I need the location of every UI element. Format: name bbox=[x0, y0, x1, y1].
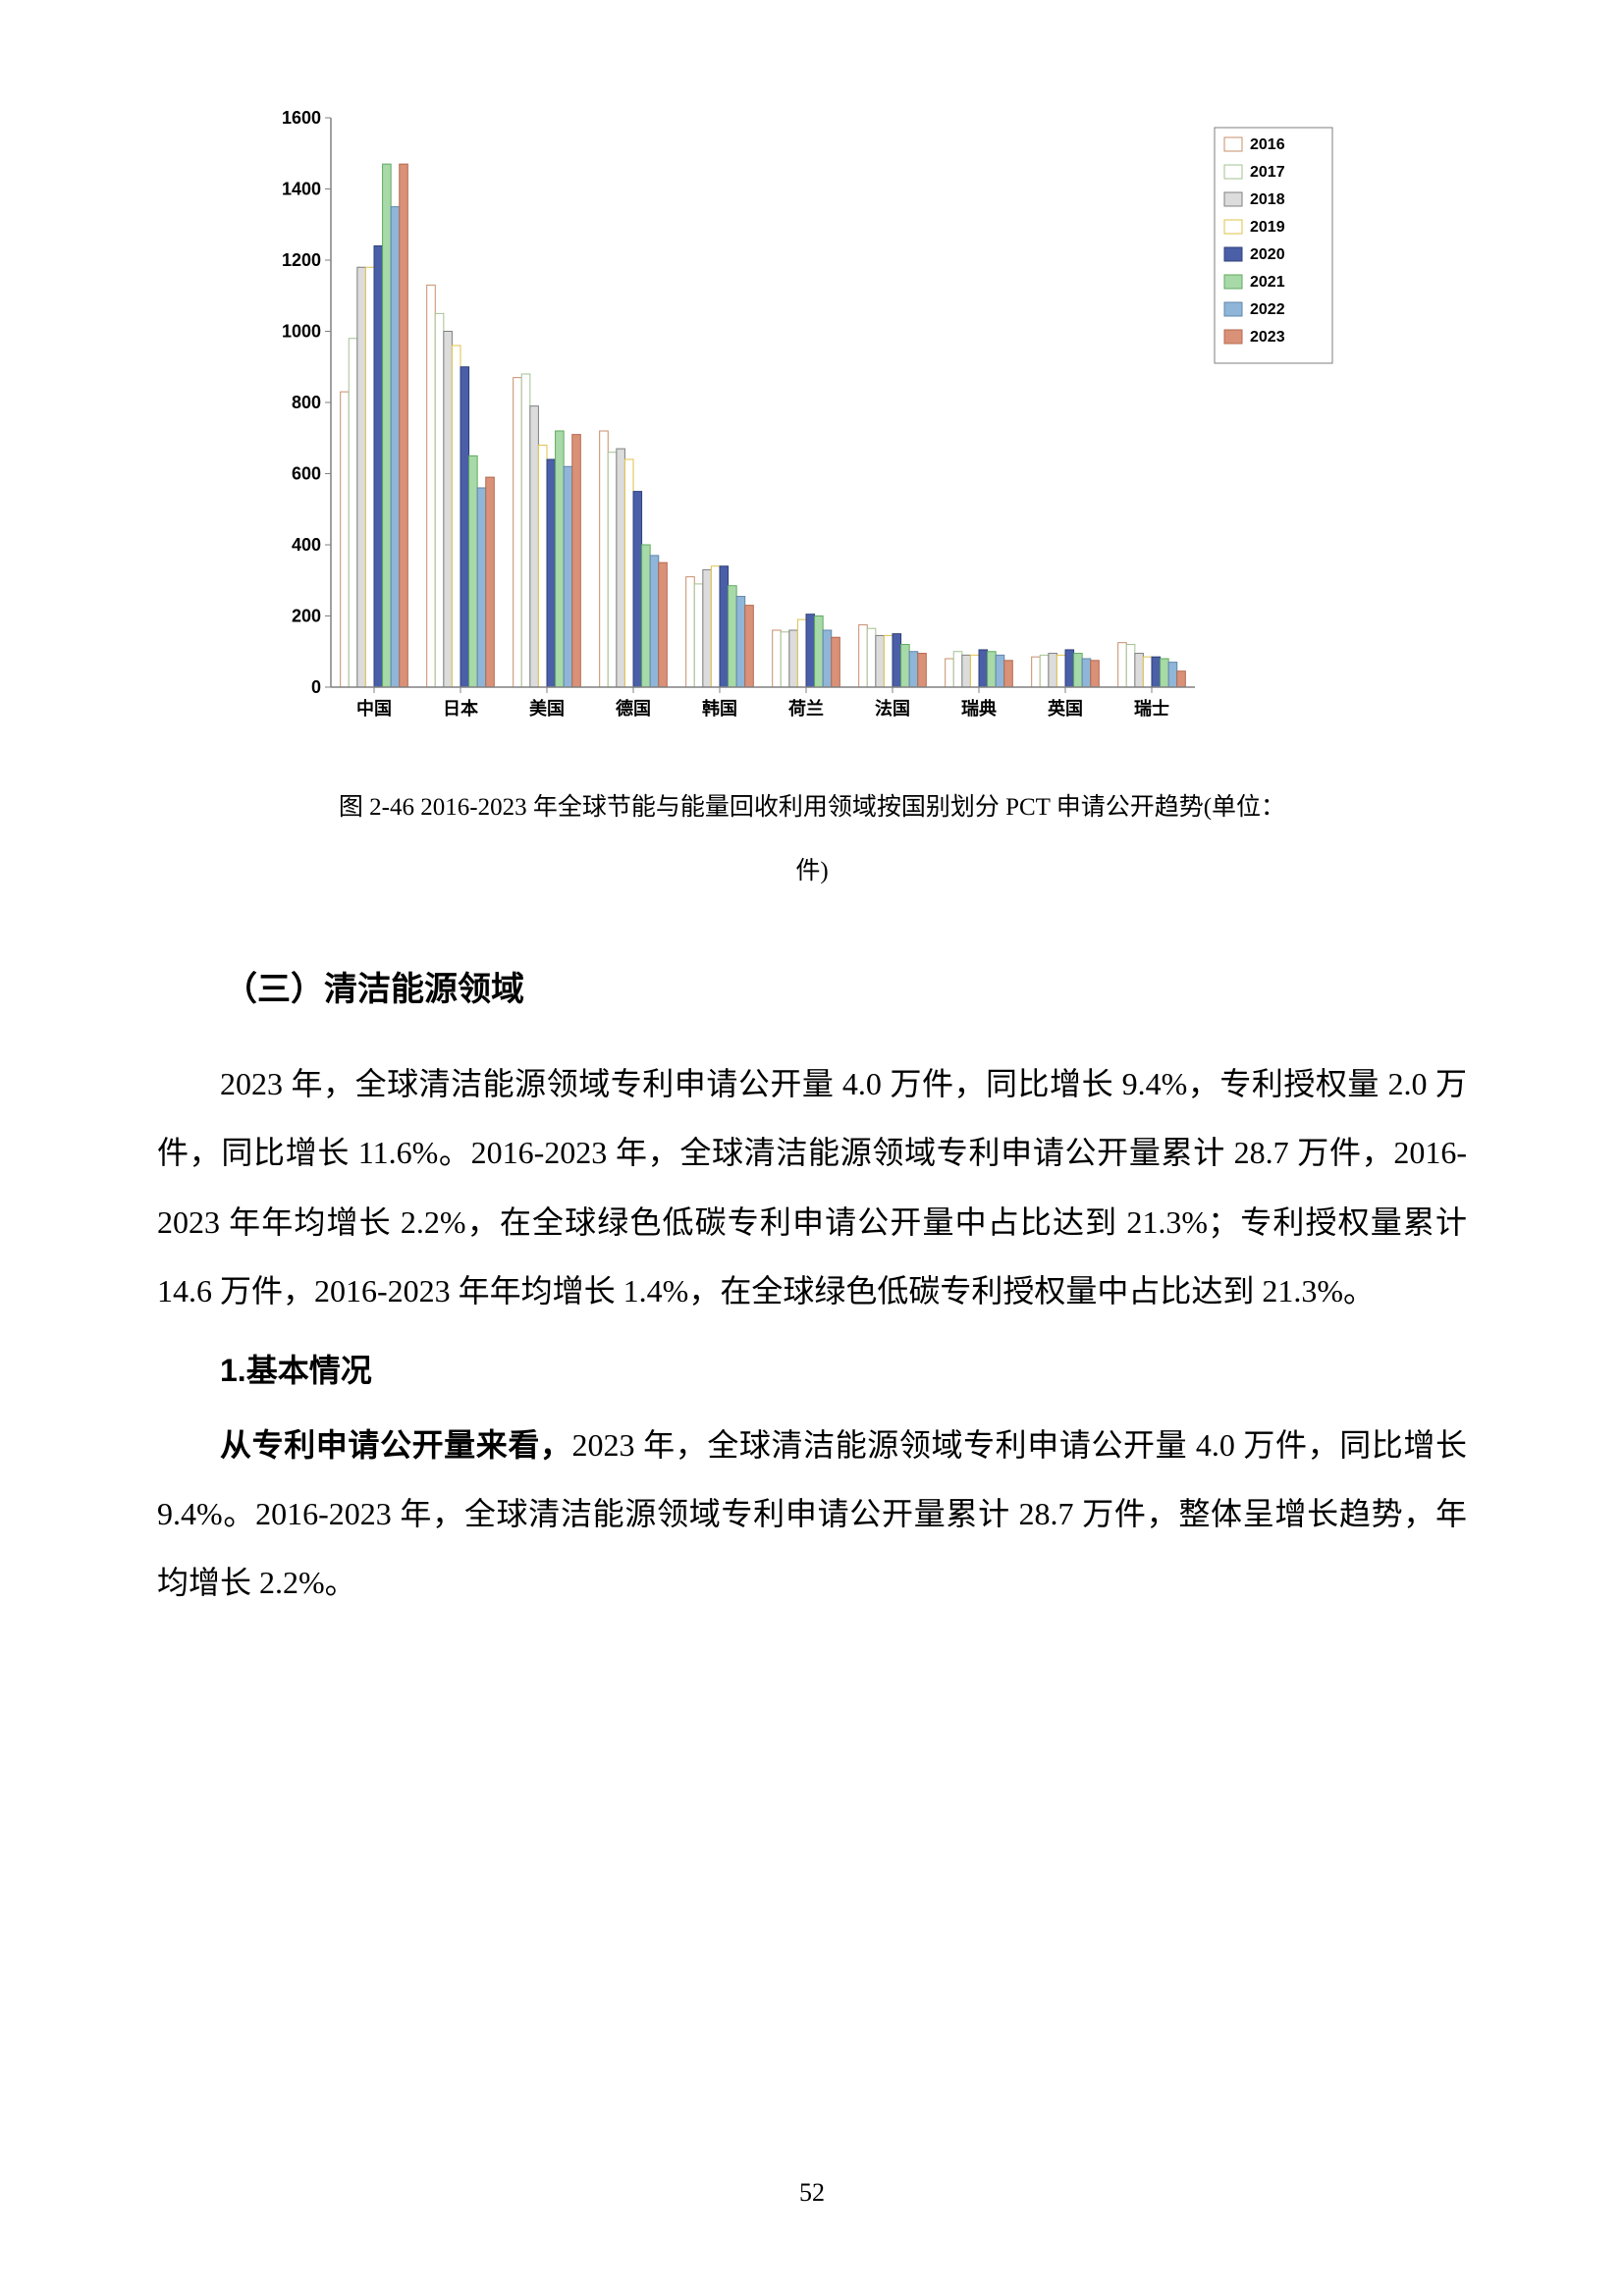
chart-svg: 0 200 400 600 800 1000 1200 1400 1600 中国 日本 美国 德国 韩国 荷… bbox=[262, 108, 1362, 736]
svg-text:荷兰: 荷兰 bbox=[788, 698, 824, 719]
svg-text:2023: 2023 bbox=[1250, 329, 1285, 346]
svg-text:2021: 2021 bbox=[1250, 274, 1285, 291]
svg-text:600: 600 bbox=[292, 464, 321, 484]
svg-text:中国: 中国 bbox=[356, 698, 392, 719]
svg-text:2018: 2018 bbox=[1250, 191, 1285, 208]
chart-caption: 图 2-46 2016-2023 年全球节能与能量回收利用领域按国别划分 PCT… bbox=[157, 775, 1467, 903]
svg-text:1000: 1000 bbox=[282, 322, 321, 342]
svg-text:2019: 2019 bbox=[1250, 219, 1285, 236]
svg-text:瑞士: 瑞士 bbox=[1134, 699, 1169, 719]
svg-text:2020: 2020 bbox=[1250, 246, 1285, 263]
paragraph-2-bold: 从专利申请公开量来看， bbox=[220, 1427, 572, 1463]
chart-caption-line1: 图 2-46 2016-2023 年全球节能与能量回收利用领域按国别划分 PCT… bbox=[339, 794, 1285, 821]
svg-text:德国: 德国 bbox=[616, 698, 651, 719]
page: 0 200 400 600 800 1000 1200 1400 1600 中国 日本 美国 德国 韩国 荷… bbox=[0, 0, 1624, 2296]
paragraph-2: 从专利申请公开量来看，2023 年，全球清洁能源领域专利申请公开量 4.0 万件… bbox=[157, 1411, 1467, 1618]
svg-text:2017: 2017 bbox=[1250, 164, 1285, 181]
svg-text:200: 200 bbox=[292, 607, 321, 626]
svg-text:1400: 1400 bbox=[282, 180, 321, 199]
section-heading: （三）清洁能源领域 bbox=[157, 962, 1467, 1010]
chart-caption-line2: 件) bbox=[795, 858, 828, 884]
svg-text:2016: 2016 bbox=[1250, 136, 1285, 153]
svg-text:800: 800 bbox=[292, 393, 321, 412]
svg-text:韩国: 韩国 bbox=[702, 698, 737, 719]
svg-text:法国: 法国 bbox=[875, 698, 910, 719]
svg-text:瑞典: 瑞典 bbox=[961, 698, 997, 719]
svg-text:1200: 1200 bbox=[282, 250, 321, 270]
svg-text:1600: 1600 bbox=[282, 108, 321, 128]
svg-text:0: 0 bbox=[311, 677, 321, 697]
svg-text:日本: 日本 bbox=[443, 698, 478, 719]
svg-text:400: 400 bbox=[292, 535, 321, 555]
page-number: 52 bbox=[0, 2178, 1624, 2208]
sub-heading: 1.基本情况 bbox=[157, 1346, 1467, 1391]
bar-chart: 0 200 400 600 800 1000 1200 1400 1600 中国 日本 美国 德国 韩国 荷… bbox=[262, 108, 1362, 736]
svg-text:2022: 2022 bbox=[1250, 301, 1285, 318]
svg-text:英国: 英国 bbox=[1047, 698, 1083, 719]
svg-text:美国: 美国 bbox=[529, 698, 565, 719]
paragraph-1: 2023 年，全球清洁能源领域专利申请公开量 4.0 万件，同比增长 9.4%，… bbox=[157, 1049, 1467, 1326]
